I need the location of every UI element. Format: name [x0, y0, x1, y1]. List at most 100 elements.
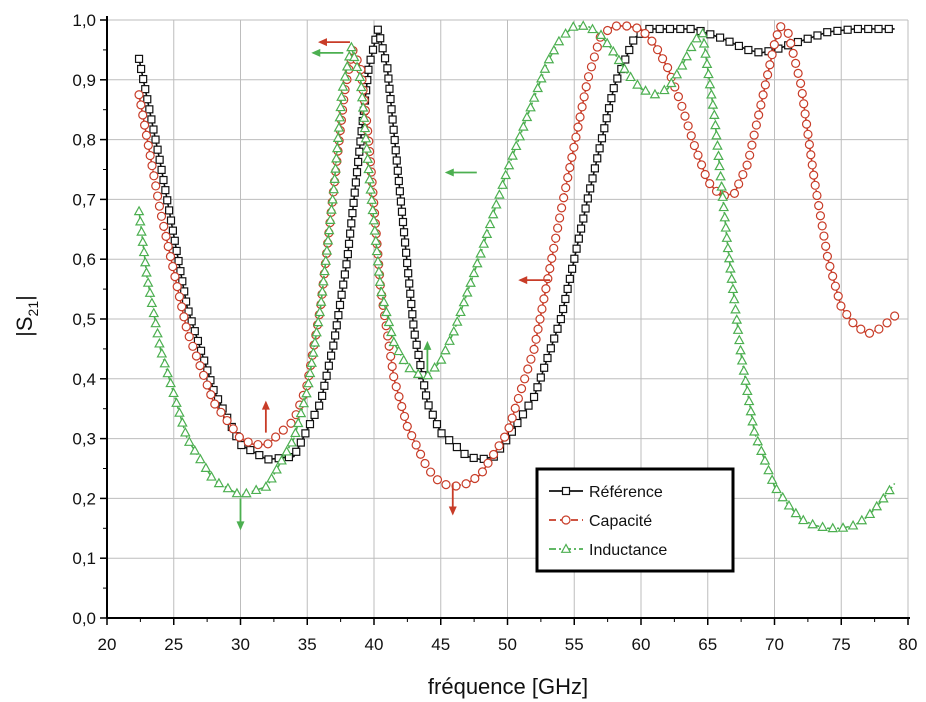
series-marker: [611, 21, 622, 31]
series-marker: [686, 24, 695, 34]
series-marker: [535, 314, 545, 324]
series-marker: [140, 120, 150, 130]
series-marker: [362, 153, 374, 163]
series-marker: [378, 44, 387, 53]
series-marker: [837, 522, 849, 532]
series-marker: [330, 163, 341, 173]
series-marker: [402, 248, 411, 257]
series-marker: [191, 351, 202, 361]
series-marker: [569, 142, 579, 152]
series-marker: [389, 372, 399, 382]
series-marker: [701, 58, 713, 68]
series-marker: [709, 109, 720, 119]
series-marker: [510, 403, 520, 413]
series-marker: [390, 135, 399, 145]
series-marker: [878, 492, 889, 503]
series-marker: [549, 243, 559, 253]
x-tick-label: 55: [565, 635, 584, 654]
series-marker: [178, 277, 187, 286]
legend-swatch-marker: [561, 515, 571, 525]
series-marker: [579, 92, 589, 102]
series-marker: [180, 426, 191, 437]
series-marker: [477, 467, 488, 477]
series-marker: [804, 139, 814, 150]
series-marker: [722, 242, 734, 253]
series-marker: [380, 54, 390, 63]
series-marker: [581, 204, 590, 213]
series-marker: [319, 265, 330, 276]
series-marker: [350, 188, 359, 197]
series-marker: [528, 92, 540, 102]
series-marker: [625, 45, 634, 55]
series-marker: [481, 228, 493, 238]
series-marker: [324, 214, 336, 224]
series-marker: [292, 417, 304, 428]
annotation-arrow-head: [423, 340, 432, 350]
series-marker: [174, 256, 183, 266]
series-marker: [807, 518, 818, 529]
series-marker: [586, 184, 595, 193]
series-marker: [364, 173, 375, 184]
series-marker: [882, 318, 892, 328]
series-marker: [640, 28, 650, 39]
series-marker: [148, 307, 160, 318]
series-marker: [806, 150, 816, 160]
series-marker: [139, 74, 148, 84]
series-marker: [246, 445, 255, 455]
series-marker: [601, 37, 613, 48]
series-marker: [202, 380, 212, 390]
series-marker: [333, 122, 345, 132]
series-marker: [165, 206, 174, 215]
series-marker: [693, 150, 703, 160]
x-tick-label: 45: [431, 635, 450, 654]
annotation-arrow-left: [444, 168, 477, 177]
series-marker: [602, 114, 611, 123]
series-marker: [410, 330, 419, 339]
series-marker: [500, 432, 510, 442]
series-marker: [595, 29, 607, 39]
series-marker: [461, 286, 473, 297]
series-marker: [171, 397, 182, 407]
legend: Référence Capacité Inductance: [535, 467, 735, 573]
series-marker: [546, 344, 555, 353]
series-marker: [800, 109, 810, 119]
series-marker: [689, 140, 699, 151]
series-marker: [686, 131, 696, 141]
series-marker: [597, 134, 607, 143]
annotation-arrow-down: [236, 498, 245, 531]
series-marker: [751, 120, 761, 130]
series-marker: [484, 218, 496, 229]
series-marker: [772, 30, 782, 40]
series-marker: [586, 62, 597, 72]
series-marker: [183, 436, 195, 446]
series-marker: [255, 451, 264, 460]
series-marker: [874, 324, 884, 334]
series-marker: [783, 28, 793, 38]
series-marker: [874, 24, 883, 34]
series-marker: [649, 88, 661, 99]
y-tick-label: 0,0: [72, 609, 96, 628]
series-marker: [154, 201, 165, 211]
series-marker: [541, 284, 551, 294]
series-marker: [553, 324, 562, 333]
series-marker: [378, 296, 390, 307]
series-marker: [405, 279, 414, 288]
series-marker: [315, 296, 327, 306]
series-marker: [809, 170, 819, 180]
series-marker: [334, 111, 346, 122]
series-marker: [153, 145, 162, 154]
series-marker: [471, 257, 483, 268]
series-marker: [600, 124, 609, 133]
series-marker: [807, 160, 817, 170]
series-marker: [575, 112, 585, 122]
series-marker: [399, 411, 410, 422]
series-marker: [190, 327, 199, 336]
series-marker: [715, 33, 725, 42]
annotation-arrow-left: [317, 38, 350, 47]
series-marker: [745, 150, 755, 160]
series-marker: [422, 369, 434, 380]
series-marker: [343, 249, 352, 259]
series-marker: [241, 487, 252, 498]
y-tick-label: 1,0: [72, 11, 96, 30]
series-marker: [853, 24, 863, 34]
